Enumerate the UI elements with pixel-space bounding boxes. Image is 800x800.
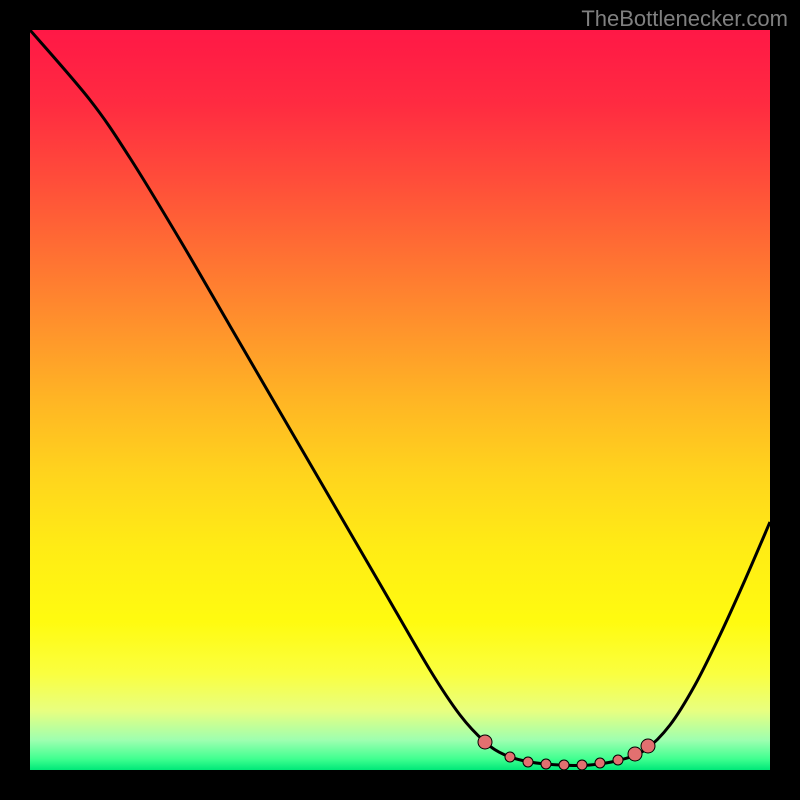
curve-marker [559,760,569,770]
curve-marker [595,758,605,768]
curve-marker [613,755,623,765]
plot-area [30,30,770,770]
curve-marker [478,735,492,749]
watermark-text: TheBottlenecker.com [581,6,788,32]
curve-marker [577,760,587,770]
curve-marker [541,759,551,769]
curve-marker [523,757,533,767]
curve-marker [505,752,515,762]
curve-marker [628,747,642,761]
bottleneck-curve [30,30,770,770]
curve-marker [641,739,655,753]
